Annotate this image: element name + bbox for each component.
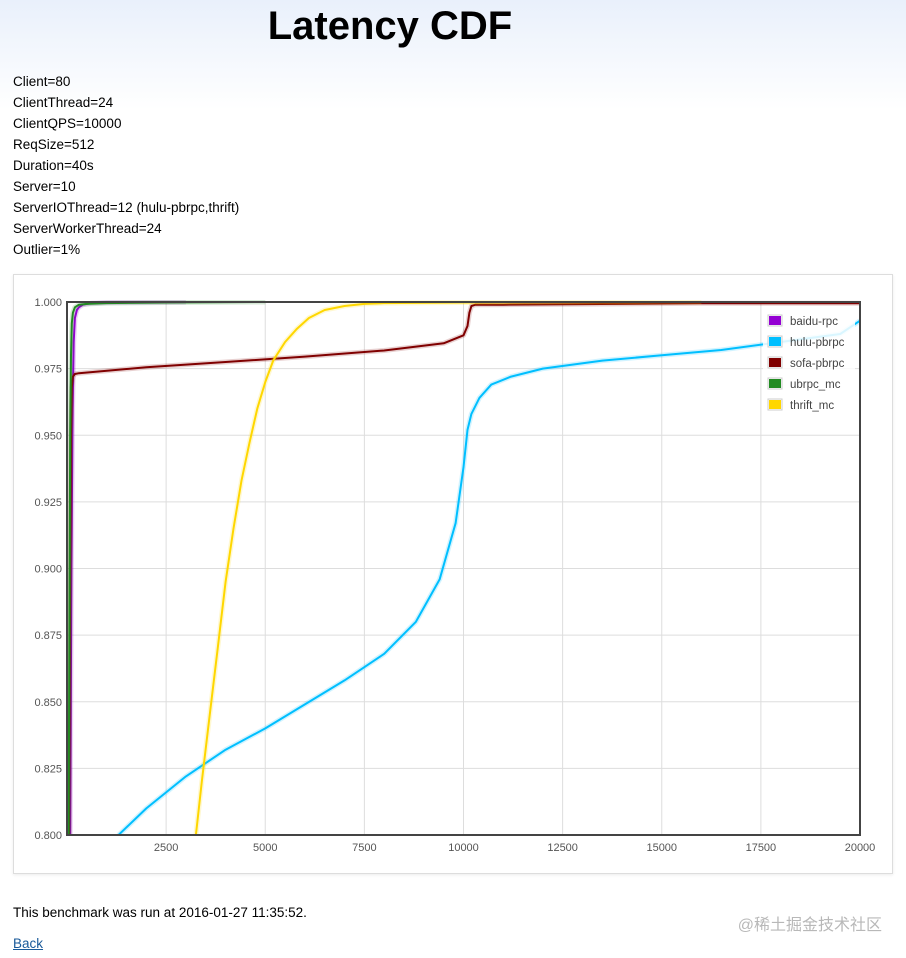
- series-line-hulu-pbrpc: [117, 319, 860, 835]
- params-list: Client=80 ClientThread=24 ClientQPS=1000…: [13, 71, 239, 260]
- y-tick-label: 0.825: [34, 763, 62, 775]
- y-tick-label: 0.850: [34, 697, 62, 709]
- series-line-sofa-pbrpc: [68, 302, 860, 835]
- chart-container: 2500 5000 7500 10000 12500 15000 17500 20000 0.8…: [13, 274, 893, 874]
- page-title: Latency CDF: [267, 4, 513, 48]
- param-outlier: Outlier=1%: [13, 242, 81, 257]
- legend-label-hulu-pbrpc: hulu-pbrpc: [790, 337, 845, 349]
- x-tick-label: 15000: [646, 842, 677, 854]
- x-tick-label: 10000: [448, 842, 479, 854]
- y-tick-label: 0.800: [34, 830, 62, 842]
- x-tick-label: 7500: [352, 842, 376, 854]
- x-tick-label: 17500: [746, 842, 777, 854]
- param-server: Server=10: [13, 179, 76, 194]
- latency-cdf-chart: 2500 5000 7500 10000 12500 15000 17500 20000 0.8…: [34, 297, 876, 854]
- param-client: Client=80: [13, 74, 71, 89]
- legend-label-thrift_mc: thrift_mc: [790, 400, 834, 412]
- param-client-thread: ClientThread=24: [13, 95, 114, 110]
- plot-border: [66, 301, 861, 836]
- x-tick-label: 12500: [547, 842, 578, 854]
- param-client-qps: ClientQPS=10000: [13, 116, 122, 131]
- legend-swatch-sofa-pbrpc: [769, 358, 781, 367]
- y-tick-label: 0.925: [34, 497, 62, 509]
- legend-swatch-thrift_mc: [769, 400, 781, 409]
- param-duration: Duration=40s: [13, 158, 94, 173]
- x-tick-label: 2500: [154, 842, 178, 854]
- x-tick-label: 5000: [253, 842, 277, 854]
- legend-label-ubrpc_mc: ubrpc_mc: [790, 379, 841, 391]
- legend-swatch-ubrpc_mc: [769, 379, 781, 388]
- y-tick-label: 1.000: [34, 297, 62, 309]
- param-server-io-thread: ServerIOThread=12 (hulu-pbrpc,thrift): [13, 200, 240, 215]
- x-tick-label: 20000: [845, 842, 876, 854]
- y-tick-label: 0.950: [34, 430, 62, 442]
- y-tick-label: 0.875: [34, 630, 62, 642]
- back-link[interactable]: Back: [13, 936, 44, 951]
- legend-label-baidu-rpc: baidu-rpc: [790, 316, 838, 328]
- y-tick-label: 0.900: [34, 564, 62, 576]
- param-server-worker-thread: ServerWorkerThread=24: [13, 221, 162, 236]
- legend-swatch-hulu-pbrpc: [769, 337, 781, 346]
- param-req-size: ReqSize=512: [13, 137, 95, 152]
- legend-label-sofa-pbrpc: sofa-pbrpc: [790, 358, 845, 370]
- legend-swatch-baidu-rpc: [769, 316, 781, 325]
- watermark: @稀土掘金技术社区: [737, 917, 882, 934]
- y-tick-label: 0.975: [34, 364, 62, 376]
- benchmark-timestamp: This benchmark was run at 2016-01-27 11:…: [13, 905, 307, 920]
